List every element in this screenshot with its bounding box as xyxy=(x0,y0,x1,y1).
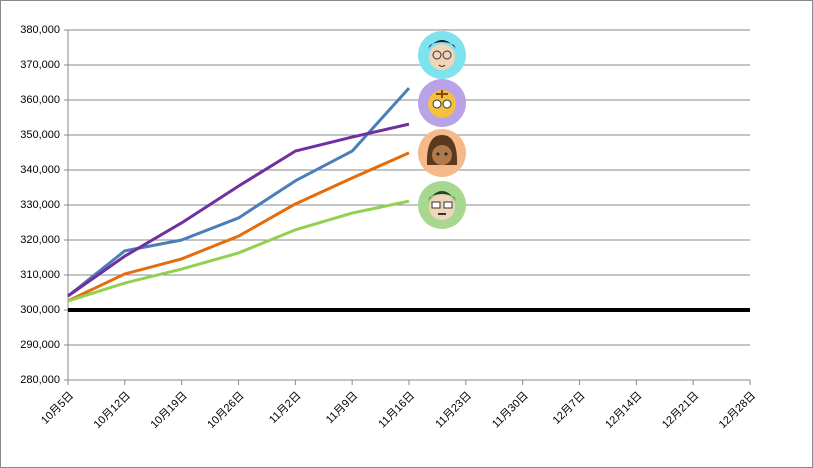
y-tick-label: 310,000 xyxy=(20,269,60,281)
y-tick-label: 350,000 xyxy=(20,129,60,141)
series-line xyxy=(67,87,411,298)
y-tick-label: 290,000 xyxy=(20,339,60,351)
avatar xyxy=(418,181,466,229)
y-tick-label: 380,000 xyxy=(20,24,60,36)
y-tick-label: 330,000 xyxy=(20,199,60,211)
y-tick-label: 340,000 xyxy=(20,164,60,176)
y-tick-label: 360,000 xyxy=(20,94,60,106)
avatar xyxy=(418,129,466,177)
y-tick-label: 320,000 xyxy=(20,234,60,246)
y-tick-label: 300,000 xyxy=(20,304,60,316)
avatar xyxy=(418,79,466,127)
series-line xyxy=(67,122,410,298)
series-line xyxy=(67,151,410,303)
series-line xyxy=(67,199,410,303)
avatars xyxy=(418,31,466,229)
avatar xyxy=(418,31,466,79)
y-tick-label: 280,000 xyxy=(20,374,60,386)
y-tick-label: 370,000 xyxy=(20,59,60,71)
